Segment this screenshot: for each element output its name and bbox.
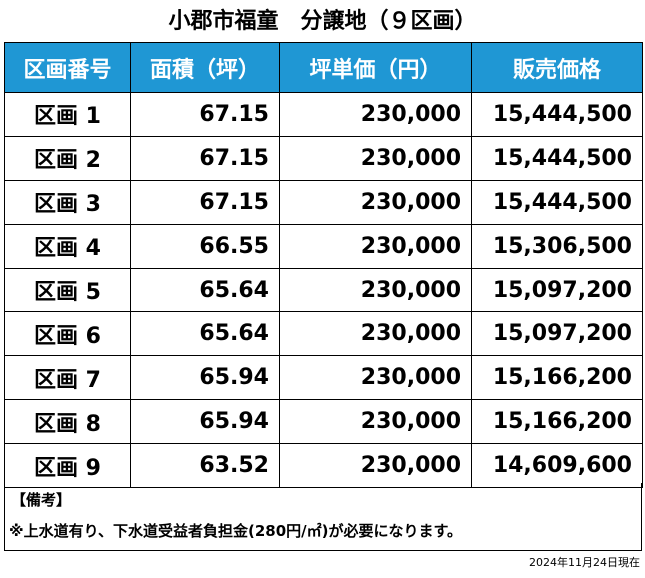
table-row: 区画 8 65.94 230,000 15,166,200 bbox=[4, 399, 643, 445]
header-area: 面積（坪） bbox=[130, 42, 280, 93]
table-header-row: 区画番号 面積（坪） 坪単価（円） 販売価格 bbox=[4, 42, 643, 93]
unit-price-cell: 230,000 bbox=[279, 399, 472, 445]
area-cell: 67.15 bbox=[130, 92, 280, 137]
lot-number-cell: 区画 1 bbox=[4, 92, 131, 137]
table-row: 区画 2 67.15 230,000 15,444,500 bbox=[4, 135, 643, 181]
sale-price-cell: 14,609,600 bbox=[471, 443, 643, 489]
area-cell: 63.52 bbox=[130, 443, 280, 489]
page-title: 小郡市福童 分譲地（９区画） bbox=[168, 9, 477, 34]
unit-price-cell: 230,000 bbox=[279, 267, 472, 313]
header-lot-number: 区画番号 bbox=[4, 42, 131, 93]
area-cell: 67.15 bbox=[130, 179, 280, 225]
unit-price-cell: 230,000 bbox=[279, 355, 472, 401]
lot-number-cell: 区画 5 bbox=[4, 267, 131, 313]
lot-number-cell: 区画 3 bbox=[4, 179, 131, 225]
table-row: 区画 4 66.55 230,000 15,306,500 bbox=[4, 223, 643, 269]
area-cell: 65.94 bbox=[130, 355, 280, 401]
table-row: 区画 3 67.15 230,000 15,444,500 bbox=[4, 179, 643, 225]
table-row: 区画 5 65.64 230,000 15,097,200 bbox=[4, 267, 643, 313]
lot-number-cell: 区画 9 bbox=[4, 443, 131, 489]
table-row: 区画 1 67.15 230,000 15,444,500 bbox=[4, 92, 643, 137]
sale-price-cell: 15,097,200 bbox=[471, 267, 643, 313]
sale-price-cell: 15,444,500 bbox=[471, 92, 643, 137]
notes-text: ※上水道有り、下水道受益者負担金(280円/㎡)が必要になります。 bbox=[9, 522, 462, 540]
area-cell: 67.15 bbox=[130, 135, 280, 181]
lot-table: 区画番号 面積（坪） 坪単価（円） 販売価格 区画 1 67.15 230,00… bbox=[4, 42, 643, 489]
sale-price-cell: 15,306,500 bbox=[471, 223, 643, 269]
unit-price-cell: 230,000 bbox=[279, 92, 472, 137]
area-cell: 66.55 bbox=[130, 223, 280, 269]
area-cell: 65.64 bbox=[130, 267, 280, 313]
unit-price-cell: 230,000 bbox=[279, 223, 472, 269]
table-row: 区画 9 63.52 230,000 14,609,600 bbox=[4, 443, 643, 489]
unit-price-cell: 230,000 bbox=[279, 311, 472, 357]
lot-number-cell: 区画 6 bbox=[4, 311, 131, 357]
notes-box: 【備考】 ※上水道有り、下水道受益者負担金(280円/㎡)が必要になります。 bbox=[4, 483, 642, 551]
unit-price-cell: 230,000 bbox=[279, 179, 472, 225]
sale-price-cell: 15,444,500 bbox=[471, 179, 643, 225]
unit-price-cell: 230,000 bbox=[279, 135, 472, 181]
lot-number-cell: 区画 2 bbox=[4, 135, 131, 181]
header-unit-price: 坪単価（円） bbox=[279, 42, 472, 93]
area-cell: 65.64 bbox=[130, 311, 280, 357]
lot-number-cell: 区画 4 bbox=[4, 223, 131, 269]
unit-price-cell: 230,000 bbox=[279, 443, 472, 489]
sale-price-cell: 15,166,200 bbox=[471, 399, 643, 445]
lot-number-cell: 区画 8 bbox=[4, 399, 131, 445]
area-cell: 65.94 bbox=[130, 399, 280, 445]
lot-number-cell: 区画 7 bbox=[4, 355, 131, 401]
sale-price-cell: 15,166,200 bbox=[471, 355, 643, 401]
header-sale-price: 販売価格 bbox=[471, 42, 643, 93]
sale-price-cell: 15,097,200 bbox=[471, 311, 643, 357]
sale-price-cell: 15,444,500 bbox=[471, 135, 643, 181]
table-row: 区画 7 65.94 230,000 15,166,200 bbox=[4, 355, 643, 401]
as-of-date: 2024年11月24日現在 bbox=[529, 556, 640, 569]
notes-heading: 【備考】 bbox=[11, 491, 72, 509]
table-row: 区画 6 65.64 230,000 15,097,200 bbox=[4, 311, 643, 357]
